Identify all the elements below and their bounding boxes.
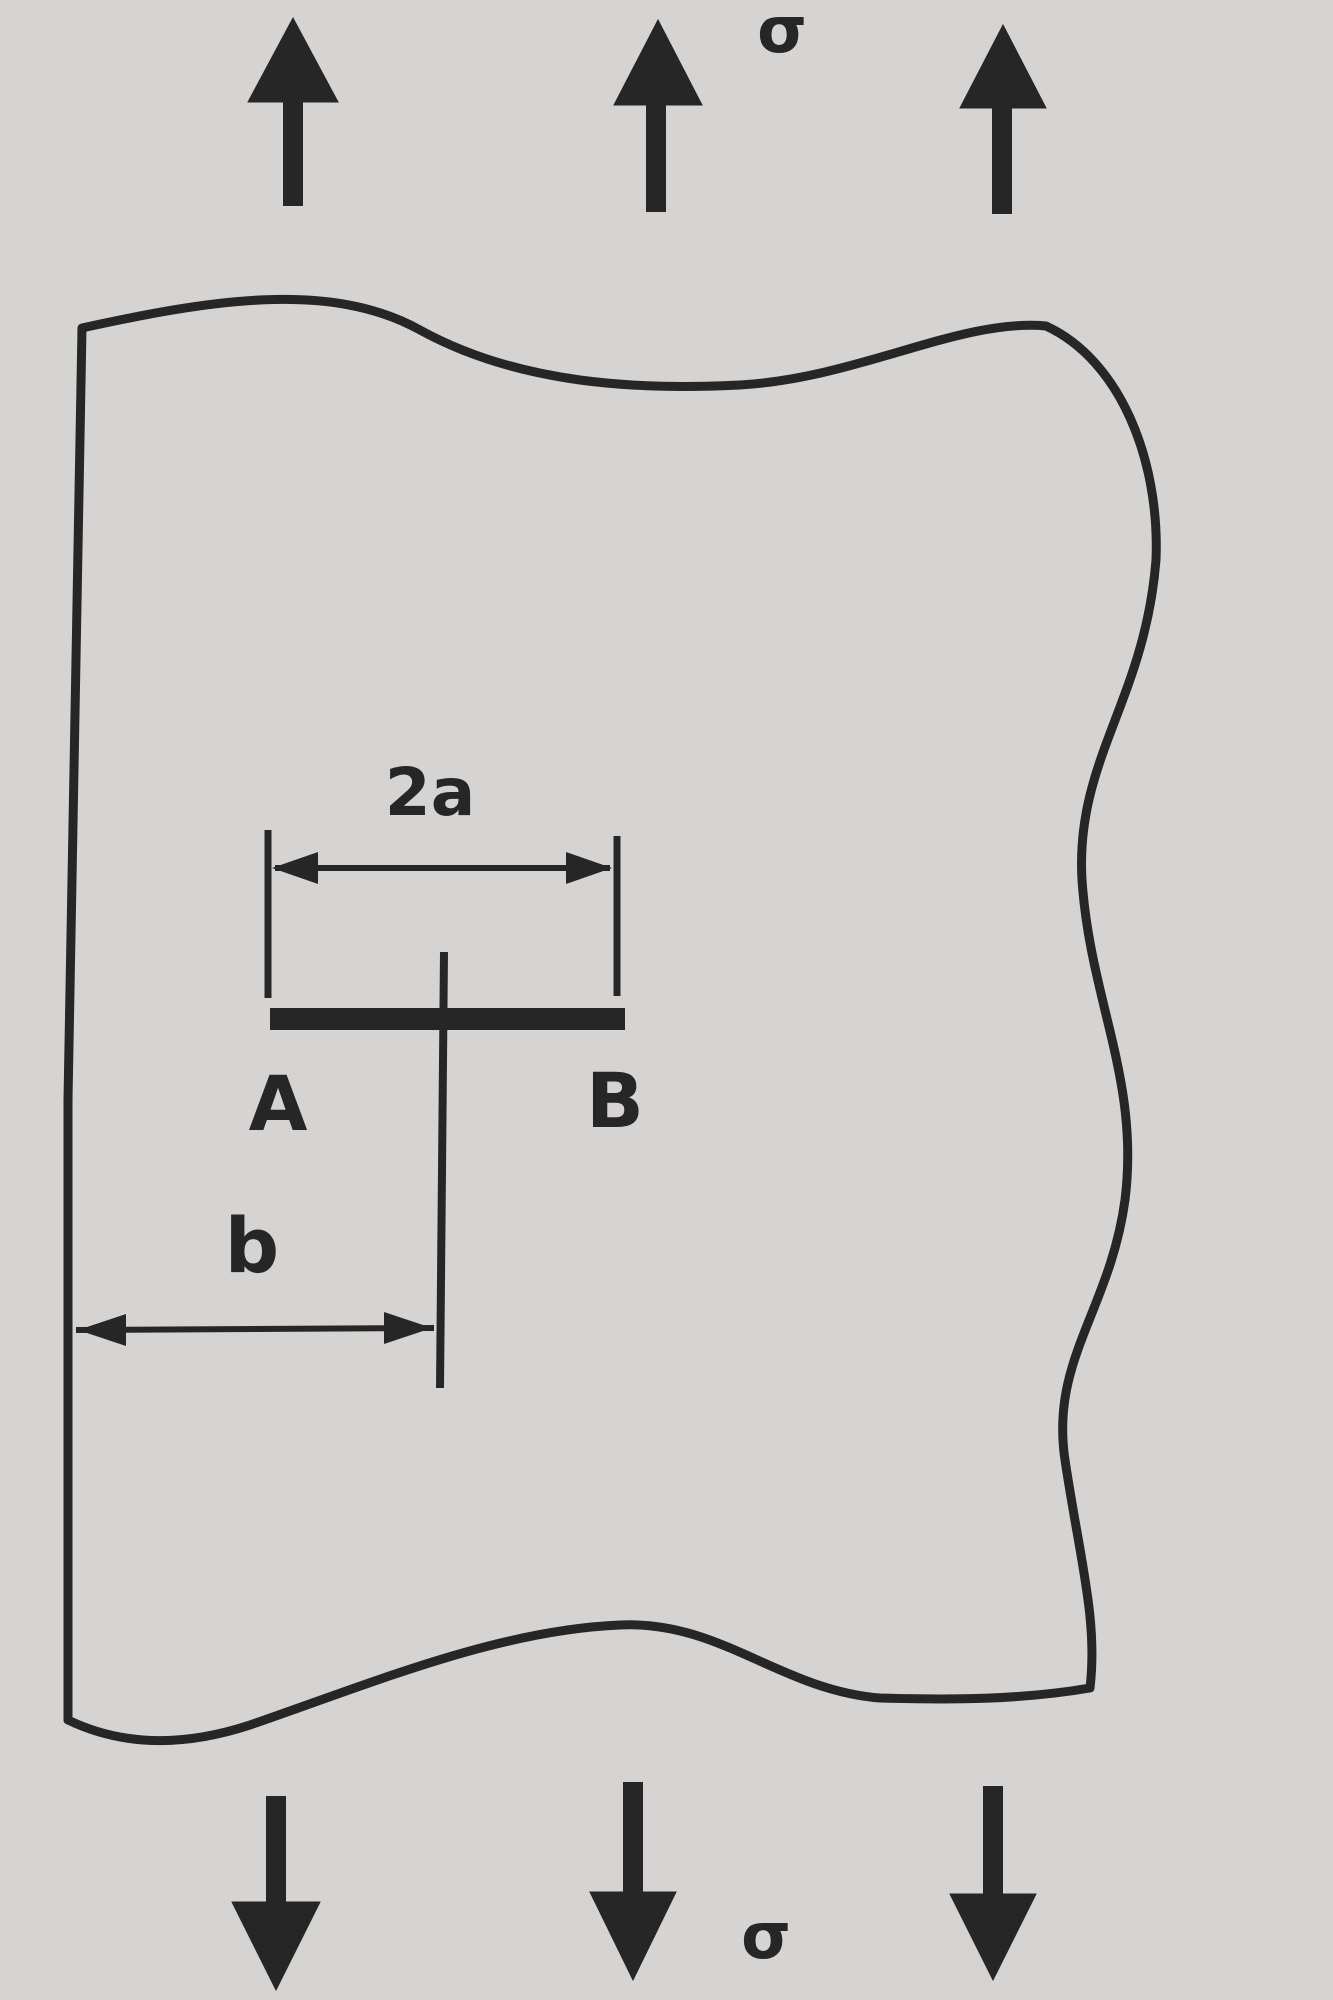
crack-length-dimension [264,830,621,998]
crack-center-line [436,951,448,1389]
bottom-load-arrows [231,1782,1037,1992]
arrow-up-icon [613,18,703,212]
crack-tip-a-label: A [249,1059,308,1148]
arrow-down-icon [589,1782,677,1982]
arrow-down-icon [231,1796,321,1992]
edge-distance-label: b [225,1201,279,1290]
sigma-bottom-label: σ [741,1900,791,1974]
edge-distance-dimension [75,1312,435,1346]
crack-length-label: 2a [385,754,475,831]
crack-line [270,1008,625,1030]
top-load-arrows [247,16,1047,214]
plate-outline [63,294,1161,1746]
arrow-up-icon [247,16,339,206]
sigma-top-label: σ [757,0,807,68]
arrow-down-icon [949,1786,1037,1982]
crack-tip-b-label: B [586,1056,644,1145]
arrow-up-icon [959,23,1047,214]
